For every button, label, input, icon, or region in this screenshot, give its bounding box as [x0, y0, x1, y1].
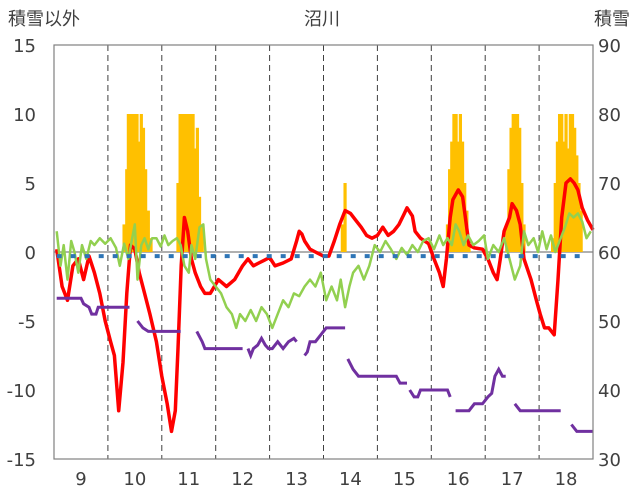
x-tick-label: 18: [555, 469, 578, 490]
snow-bar: [458, 114, 463, 252]
snow-bar: [125, 169, 129, 252]
y-tick-label: 10: [13, 105, 36, 126]
snow-bar: [520, 183, 524, 252]
x-tick-label: 16: [447, 469, 470, 490]
snow-bar: [343, 183, 347, 252]
y2-tick-label: 30: [598, 450, 621, 471]
snow-bar: [141, 127, 146, 252]
series-purple-line: [570, 423, 593, 433]
series-purple-line: [56, 296, 130, 316]
y2-tick-label: 50: [598, 312, 621, 333]
snow-bar: [553, 183, 557, 252]
snow-bar: [200, 224, 204, 252]
snow-bar: [511, 114, 515, 252]
snow-bar: [452, 114, 456, 252]
snow-bar: [180, 114, 184, 252]
tick-labels: -15 -10 -5 0 5 10 15 30 40 50 60 70 80 90 9 10 11 12 13 14 1…: [7, 36, 621, 490]
snow-bar: [126, 114, 130, 252]
snow-bar: [509, 127, 513, 252]
snow-bar: [575, 155, 579, 252]
series-purple-line: [136, 320, 181, 333]
snow-bar: [340, 224, 344, 252]
x-tick-label: 15: [393, 469, 416, 490]
snow-bar: [450, 141, 454, 252]
snow-bar: [135, 114, 139, 252]
y2-tick-label: 90: [598, 36, 621, 57]
series-red-line: [54, 177, 595, 434]
series-purple-line: [408, 388, 452, 399]
y2-tick-label: 60: [598, 243, 621, 264]
snow-bar: [131, 114, 135, 252]
y-tick-label: -10: [7, 381, 36, 402]
snow-bar: [182, 114, 187, 252]
snow-bar: [568, 114, 572, 252]
snow-bar: [191, 114, 195, 252]
x-tick-label: 17: [501, 469, 524, 490]
snow-bar: [178, 114, 182, 252]
chart-title: 沼川: [304, 9, 340, 30]
series-purple-line: [246, 335, 298, 360]
series-purple-line: [195, 330, 243, 351]
y-axis-label: 積雪以外: [8, 9, 80, 30]
y2-tick-label: 80: [598, 105, 621, 126]
plot-frame: [53, 44, 594, 460]
y-tick-label: 0: [25, 243, 36, 264]
series-purple-line: [455, 366, 506, 413]
snow-bar: [197, 196, 202, 252]
snow-bar: [144, 169, 148, 252]
snow-bar: [579, 210, 583, 252]
y2-axis-label: 積雪: [594, 9, 630, 30]
snow-bar: [557, 114, 562, 252]
x-tick-label: 13: [285, 469, 308, 490]
snow-bar: [555, 141, 560, 252]
y2-tick-label: 40: [598, 381, 621, 402]
series-lines: [54, 177, 595, 434]
snow-bar: [137, 141, 141, 252]
snow-bar: [176, 183, 180, 252]
snow-bar: [189, 114, 193, 252]
snow-bar: [513, 114, 517, 252]
snow-bar: [518, 127, 522, 252]
series-purple-line: [346, 358, 407, 385]
y2-tick-label: 70: [598, 174, 621, 195]
snow-bar: [133, 114, 137, 252]
x-tick-label: 11: [177, 469, 200, 490]
x-tick-label: 9: [75, 469, 86, 490]
snow-bar: [146, 210, 150, 252]
snow-bar: [560, 114, 564, 252]
x-tick-label: 12: [231, 469, 254, 490]
y-tick-label: -5: [18, 312, 36, 333]
x-tick-label: 14: [339, 469, 362, 490]
snow-bar: [128, 114, 133, 252]
snow-bar: [122, 224, 126, 252]
snow-bar: [566, 148, 570, 252]
snow-bar: [573, 127, 577, 252]
snow-bar: [184, 114, 189, 252]
snow-bar: [195, 127, 199, 252]
snow-bar: [456, 141, 460, 252]
y-tick-label: 5: [25, 174, 36, 195]
y-tick-label: 15: [13, 36, 36, 57]
y-tick-label: -15: [7, 450, 36, 471]
x-tick-label: 10: [123, 469, 146, 490]
snow-bar: [139, 114, 143, 252]
snow-bar: [515, 114, 520, 252]
series-green-line: [55, 212, 592, 330]
snow-bar: [454, 114, 458, 252]
snow-bar: [507, 169, 511, 252]
series-purple-line: [513, 402, 561, 413]
snow-bar: [193, 148, 197, 252]
snow-bar: [505, 224, 509, 252]
snow-bar: [187, 114, 191, 252]
series-purple-line: [303, 326, 346, 357]
